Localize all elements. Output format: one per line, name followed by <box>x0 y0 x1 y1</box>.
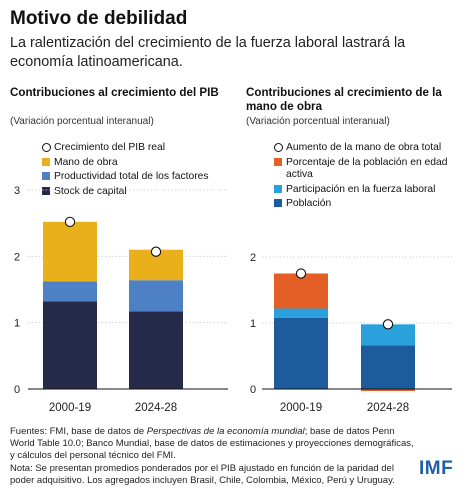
left-panel-subtitle: (Variación porcentual interanual) <box>10 116 154 127</box>
bar-segment <box>129 280 183 312</box>
right-legend: Aumento de la mano de obra total Porcent… <box>274 142 458 213</box>
legend-item: Stock de capital <box>42 186 232 199</box>
bar-segment <box>274 308 328 318</box>
legend-item: Participación en la fuerza laboral <box>274 184 458 197</box>
x-tick-label: 2024-28 <box>135 402 177 414</box>
total-marker <box>64 216 76 227</box>
chart-footer: Fuentes: FMI, base de datos de Perspecti… <box>10 426 420 487</box>
bar-segment <box>43 281 97 302</box>
swatch-icon <box>274 184 282 193</box>
swatch-icon <box>42 186 50 195</box>
x-tick-label: 2024-28 <box>367 402 409 414</box>
total-marker <box>150 246 162 257</box>
swatch-icon <box>274 199 282 207</box>
y-tick-label: 3 <box>14 185 20 197</box>
circle-marker-icon <box>274 143 283 152</box>
bar-segment <box>274 317 328 389</box>
y-tick-label: 0 <box>14 384 20 396</box>
legend-item: Crecimiento del PIB real <box>42 142 232 155</box>
bar-segment <box>43 221 97 282</box>
y-tick-label: 1 <box>14 318 20 330</box>
y-tick-label: 2 <box>14 251 20 263</box>
bar-segment <box>361 324 415 346</box>
legend-item: Aumento de la mano de obra total <box>274 142 458 155</box>
swatch-icon <box>42 157 50 166</box>
chart-subtitle: La ralentización del crecimiento de la f… <box>10 35 406 70</box>
y-tick-label: 1 <box>250 318 256 330</box>
bar-segment <box>129 311 183 389</box>
imf-logo: IMF <box>419 458 454 479</box>
bar-segment <box>361 389 415 391</box>
y-tick-label: 0 <box>250 384 256 396</box>
legend-item: Productividad total de los factores <box>42 171 232 184</box>
x-tick-label: 2000-19 <box>280 402 322 414</box>
total-marker <box>382 319 394 330</box>
swatch-icon <box>42 172 50 180</box>
bar-segment <box>43 301 97 389</box>
right-panel-title: Contribuciones al crecimiento de la mano… <box>246 86 442 113</box>
swatch-icon <box>274 157 282 166</box>
right-panel-subtitle: (Variación porcentual interanual) <box>246 116 390 127</box>
x-tick-label: 2000-19 <box>49 402 91 414</box>
circle-marker-icon <box>42 143 51 152</box>
total-marker <box>295 268 307 279</box>
source-note: Fuentes: FMI, base de datos de Perspecti… <box>10 426 414 462</box>
legend-item: Porcentaje de la población en edad activ… <box>274 157 458 182</box>
bar-segment <box>274 273 328 309</box>
left-legend: Crecimiento del PIB real Mano de obra Pr… <box>42 142 232 200</box>
y-tick-label: 2 <box>250 252 256 264</box>
legend-item: Mano de obra <box>42 157 232 170</box>
left-panel-title: Contribuciones al crecimiento del PIB <box>10 86 219 99</box>
methodology-note: Nota: Se presentan promedios ponderados … <box>10 462 395 486</box>
bar-segment <box>361 345 415 389</box>
bar-segment <box>129 249 183 281</box>
chart-title: Motivo de debilidad <box>10 8 188 29</box>
legend-item: Población <box>274 198 458 211</box>
